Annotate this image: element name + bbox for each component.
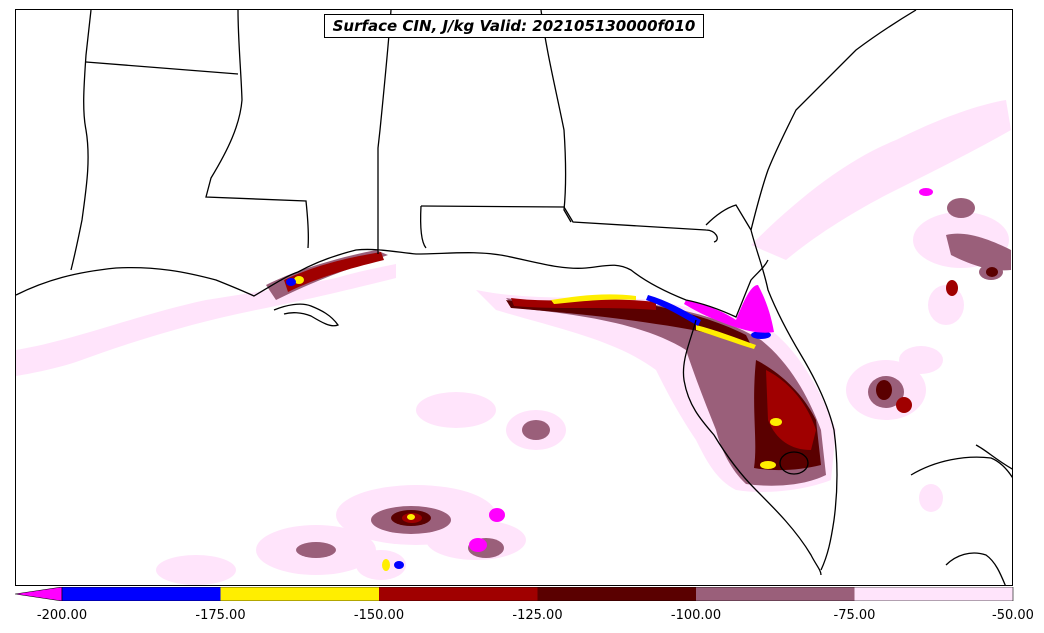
colorbar-bin-3	[537, 587, 696, 601]
colorbar-tick-label: -175.00	[195, 608, 246, 623]
colorbar-tick-label: -125.00	[512, 608, 563, 623]
colorbar-bin-0	[62, 587, 221, 601]
map-title: Surface CIN, J/kg Valid: 202105130000f01…	[324, 14, 704, 38]
map-panel	[15, 9, 1013, 586]
colorbar	[15, 587, 1014, 601]
colorbar-bin-1	[220, 587, 379, 601]
cin-field-blue	[286, 278, 771, 569]
colorbar-bin-5	[854, 587, 1013, 601]
colorbar-tick-label: -150.00	[353, 608, 405, 623]
colorbar-tick-label: -100.00	[670, 608, 722, 623]
cin-map	[16, 10, 1012, 585]
cin-field-light	[16, 100, 1011, 585]
cin-field-red	[284, 252, 958, 523]
colorbar-tick-label: -200.00	[36, 608, 88, 623]
colorbar-tick-label: -50.00	[992, 608, 1034, 623]
colorbar-extend-min	[15, 587, 63, 601]
colorbar-bin-2	[379, 587, 538, 601]
cin-field-yellow	[294, 276, 782, 571]
cin-field-magenta	[469, 188, 933, 552]
colorbar-tick-label: -75.00	[833, 608, 876, 623]
colorbar-bin-4	[696, 587, 855, 601]
